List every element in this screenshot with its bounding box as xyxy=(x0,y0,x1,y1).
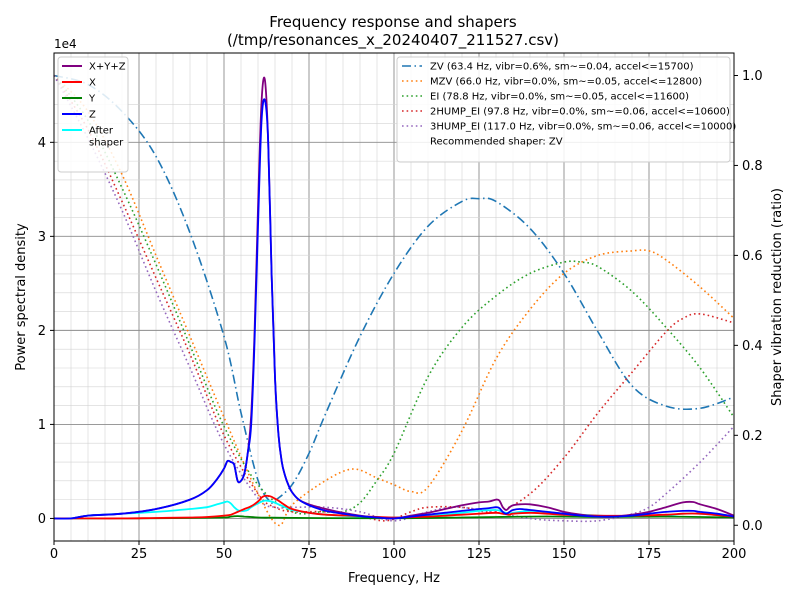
psd-legend-label: Z xyxy=(89,110,96,121)
shaper-series-zv xyxy=(53,74,735,504)
y-multiplier-label: 1e4 xyxy=(54,37,77,51)
chart-title: Frequency response and shapers xyxy=(269,13,517,31)
shaper-legend-label: 3HUMP_EI (117.0 Hz, vibr=0.0%, sm~=0.06,… xyxy=(430,122,736,133)
right-y-axis-label: Shaper vibration reduction (ratio) xyxy=(770,188,785,406)
x-tick-label: 200 xyxy=(722,547,747,562)
psd-series-x xyxy=(54,494,735,520)
right-y-tick-label: 0.0 xyxy=(742,519,763,534)
psd-legend-box xyxy=(57,56,129,173)
x-tick-label: 75 xyxy=(301,547,318,562)
psd-legend-label: After shaper xyxy=(89,126,124,149)
x-tick-label: 50 xyxy=(216,547,233,562)
x-axis-label: Frequency, Hz xyxy=(348,571,440,586)
shaper-legend-label: 2HUMP_EI (97.8 Hz, vibr=0.0%, sm~=0.06, … xyxy=(430,107,730,118)
y-tick-label: 0 xyxy=(38,512,46,527)
shaper-legend-label: ZV (63.4 Hz, vibr=0.6%, sm~=0.04, accel<… xyxy=(430,62,694,73)
x-tick-label: 25 xyxy=(131,547,148,562)
psd-legend-label: X xyxy=(89,78,96,89)
y-tick-label: 3 xyxy=(38,230,46,245)
x-tick-label: 150 xyxy=(552,547,577,562)
chart-subtitle: (/tmp/resonances_x_20240407_211527.csv) xyxy=(227,31,559,50)
y-axis-label: Power spectral density xyxy=(14,223,29,371)
right-y-tick-label: 0.4 xyxy=(742,339,763,354)
ticks: 0 25 50 75 100 125 150 175 200 0 1 2 3 4 0.0 0.2 0.4 0.6 0… xyxy=(38,69,763,562)
shaper-series-layer xyxy=(53,74,735,527)
right-y-tick-label: 1.0 xyxy=(742,69,763,84)
right-y-tick-label: 0.2 xyxy=(742,429,763,444)
y-tick-label: 2 xyxy=(38,324,46,339)
shaper-legend-label: MZV (66.0 Hz, vibr=0.0%, sm~=0.05, accel… xyxy=(430,77,702,88)
right-y-tick-label: 0.8 xyxy=(742,159,763,174)
psd-legend: X+Y+Z XYZ After shaper xyxy=(57,56,129,173)
recommended-shaper-label: Recommended shaper: ZV xyxy=(430,137,563,148)
shaper-series-ei xyxy=(53,75,735,515)
shaper-legend-box xyxy=(396,56,731,163)
x-tick-label: 125 xyxy=(467,547,492,562)
x-tick-label: 100 xyxy=(382,547,407,562)
y-tick-label: 4 xyxy=(38,136,46,151)
shaper-legend-label: EI (78.8 Hz, vibr=0.0%, sm~=0.05, accel<… xyxy=(430,92,689,103)
x-tick-label: 175 xyxy=(637,547,662,562)
psd-series-z xyxy=(53,98,735,520)
shaper-series-2hump-ei xyxy=(53,75,735,522)
psd-series-layer xyxy=(53,76,735,520)
psd-legend-label: Y xyxy=(88,94,96,105)
psd-legend-label: X+Y+Z xyxy=(89,62,126,73)
y-tick-label: 1 xyxy=(38,418,46,433)
x-tick-label: 0 xyxy=(50,547,58,562)
right-y-tick-label: 0.6 xyxy=(742,249,763,264)
shaper-legend: ZV (63.4 Hz, vibr=0.6%, sm~=0.04, accel<… xyxy=(396,56,736,163)
